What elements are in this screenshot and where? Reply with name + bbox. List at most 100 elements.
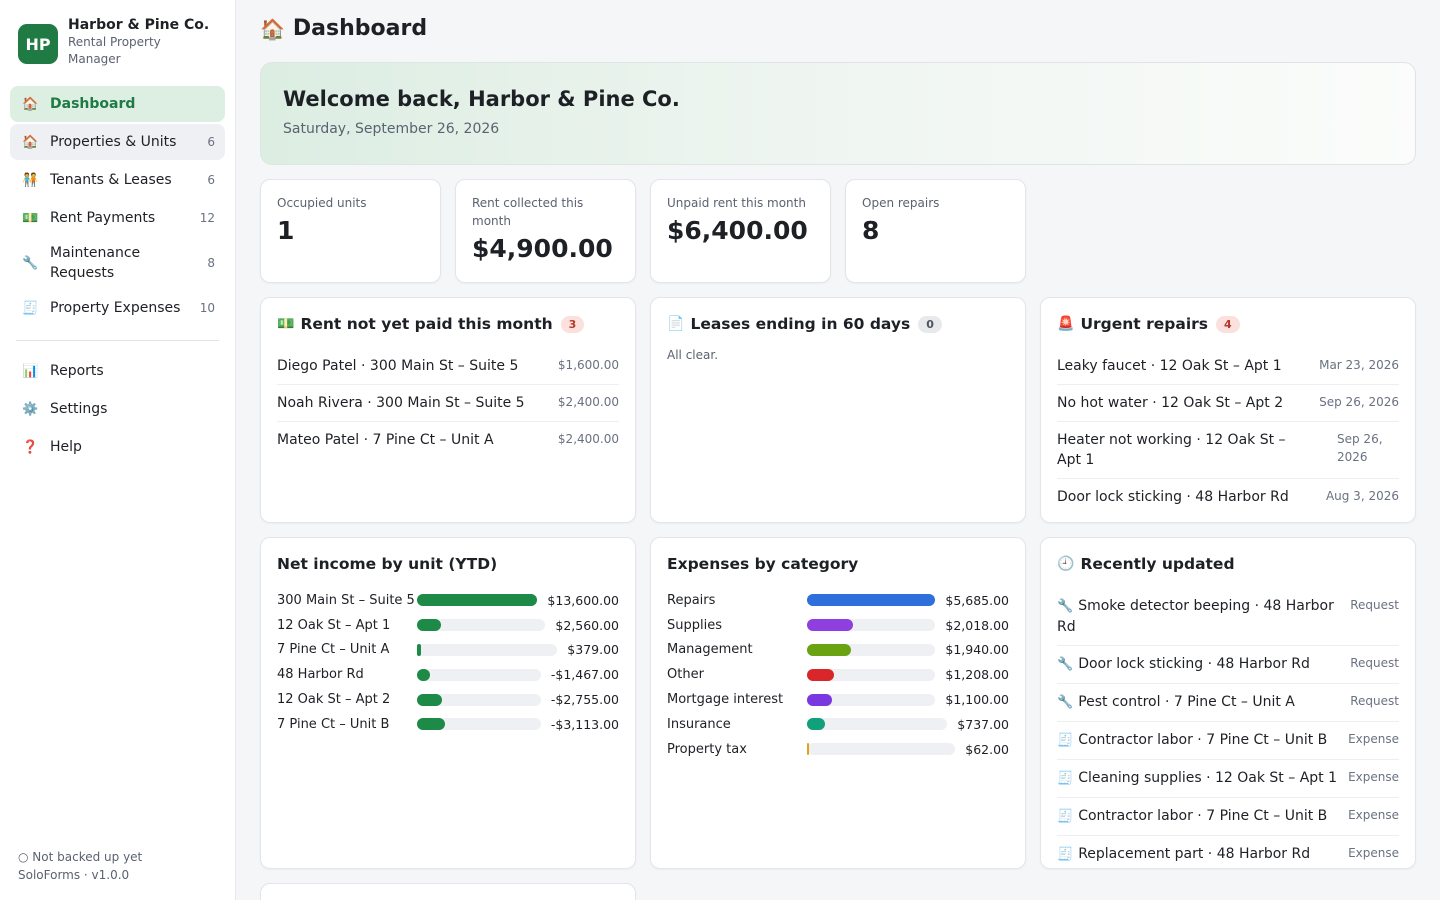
brand-name: Harbor & Pine Co. [68, 17, 210, 33]
brand-subtitle: Rental Property Manager [68, 35, 161, 66]
bar-track [417, 643, 558, 656]
document-icon: 📄 [667, 316, 685, 332]
list-item-text: Cleaning supplies · 12 Oak St – Apt 1 [1078, 770, 1338, 786]
list-item[interactable]: 🧾 Replacement part · 48 Harbor Rd Expense [1057, 836, 1399, 873]
sidebar-item-count: 6 [207, 135, 215, 149]
list-item[interactable]: 🧾 Cleaning supplies · 12 Oak St – Apt 1 Ex… [1057, 760, 1399, 798]
bar-fill [807, 743, 810, 756]
sidebar-item-label: Reports [50, 363, 104, 379]
list-item[interactable]: 🧾 Contractor labor · 7 Pine Ct – Unit B Ex… [1057, 722, 1399, 760]
count-badge: 4 [1216, 315, 1240, 333]
help-icon: ❓ [22, 439, 39, 455]
sidebar-item-label: Tenants & Leases [50, 172, 172, 188]
bar-row[interactable]: Other $1,208.00 [667, 662, 1009, 687]
bar-row[interactable]: Repairs $5,685.00 [667, 588, 1009, 613]
bar-row[interactable]: 7 Pine Ct – Unit A $379.00 [277, 638, 619, 663]
bar-track [807, 594, 936, 607]
list-item-text: Mateo Patel · 7 Pine Ct – Unit A [277, 432, 494, 448]
bar-row[interactable]: Insurance $737.00 [667, 712, 1009, 737]
bar-label: Management [667, 642, 753, 658]
people-icon: 🧑‍🤝‍🧑 [22, 172, 39, 188]
wrench-icon: 🔧 [1057, 695, 1074, 710]
backup-status: ○ Not backed up yet [18, 850, 143, 864]
panel-title: Net income by unit (YTD) [277, 555, 498, 573]
urgent-repairs-list: Leaky faucet · 12 Oak St – Apt 1 Mar 23,… [1057, 348, 1399, 515]
list-item[interactable]: No hot water · 12 Oak St – Apt 2 Sep 26,… [1057, 385, 1399, 422]
bar-value: $737.00 [957, 716, 1009, 732]
sidebar-item-label: Rent Payments [50, 210, 156, 226]
list-item[interactable]: 🔧 Pest control · 7 Pine Ct – Unit A Reques… [1057, 684, 1399, 722]
list-item[interactable]: 🧾 Contractor labor · 7 Pine Ct – Unit B Ex… [1057, 798, 1399, 836]
list-item-text-wrap: 🔧 Smoke detector beeping · 48 Harbor Rd [1057, 596, 1340, 637]
page-title: 🏠 Dashboard [260, 16, 427, 41]
list-item-text: Contractor labor · 7 Pine Ct – Unit B [1078, 808, 1328, 824]
list-item[interactable]: Diego Patel · 300 Main St – Suite 5 $1,6… [277, 348, 619, 385]
sidebar-item-tenants[interactable]: 🧑‍🤝‍🧑 Tenants & Leases 6 [10, 162, 225, 198]
panel-title: Recently updated [1080, 555, 1235, 573]
list-item[interactable]: 🔧 Door lock sticking · 48 Harbor Rd Reques… [1057, 646, 1399, 684]
wrench-icon: 🔧 [1057, 599, 1074, 614]
list-item-text: Noah Rivera · 300 Main St – Suite 5 [277, 395, 525, 411]
list-item-type: Request [1350, 694, 1399, 708]
panel-title: Leases ending in 60 days [690, 315, 911, 333]
net-income-panel: Net income by unit (YTD) 300 Main St – S… [260, 537, 636, 869]
bar-row[interactable]: 12 Oak St – Apt 1 $2,560.00 [277, 613, 619, 638]
bar-row[interactable]: 7 Pine Ct – Unit B -$3,113.00 [277, 712, 619, 737]
bar-track [417, 718, 541, 731]
welcome-title: Welcome back, Harbor & Pine Co. [283, 87, 680, 111]
wrench-icon: 🔧 [22, 255, 39, 271]
list-item-text: No hot water · 12 Oak St – Apt 2 [1057, 395, 1284, 411]
list-item-type: Expense [1348, 732, 1399, 746]
bar-fill [417, 668, 431, 681]
list-item-date: Sep 26, 2026 [1319, 395, 1399, 409]
bar-row[interactable]: 300 Main St – Suite 5 $13,600.00 [277, 588, 619, 613]
bar-value: $1,208.00 [945, 667, 1009, 683]
sidebar-item-label: Properties & Units [50, 134, 177, 150]
kpi-value: $6,400.00 [667, 216, 808, 245]
bar-row[interactable]: Property tax $62.00 [667, 737, 1009, 762]
sidebar-item-count: 6 [207, 173, 215, 187]
list-item[interactable]: Mateo Patel · 7 Pine Ct – Unit A $2,400.… [277, 422, 619, 458]
bar-value: -$2,755.00 [550, 692, 619, 708]
list-item-type: Expense [1348, 808, 1399, 822]
list-item[interactable]: Door lock sticking · 48 Harbor Rd Aug 3,… [1057, 479, 1399, 515]
sidebar-item-dashboard[interactable]: 🏠 Dashboard [10, 86, 225, 122]
sidebar-item-properties[interactable]: 🏠 Properties & Units 6 [10, 124, 225, 160]
panel-title: Rent not yet paid this month [300, 315, 553, 333]
bar-label: Other [667, 667, 704, 683]
bar-track [807, 743, 956, 756]
urgent-repairs-panel: 🚨 Urgent repairs 4 Leaky faucet · 12 Oak… [1040, 297, 1416, 523]
brand[interactable]: HP Harbor & Pine Co. Rental Property Man… [18, 16, 209, 68]
list-item[interactable]: Leaky faucet · 12 Oak St – Apt 1 Mar 23,… [1057, 348, 1399, 385]
list-item[interactable]: Heater not working · 12 Oak St – Apt 1 S… [1057, 422, 1399, 479]
bar-row[interactable]: Supplies $2,018.00 [667, 613, 1009, 638]
sidebar-item-help[interactable]: ❓ Help [10, 429, 225, 465]
list-item[interactable]: 🔧 Smoke detector beeping · 48 Harbor Rd Re… [1057, 588, 1399, 646]
bar-row[interactable]: Management $1,940.00 [667, 638, 1009, 663]
list-item-date: Mar 23, 2026 [1319, 358, 1399, 372]
sidebar-item-maintenance[interactable]: 🔧 Maintenance Requests 8 [10, 238, 225, 288]
bar-label: 300 Main St – Suite 5 [277, 592, 415, 608]
bar-row[interactable]: 12 Oak St – Apt 2 -$2,755.00 [277, 687, 619, 712]
sidebar-item-settings[interactable]: ⚙️ Settings [10, 391, 225, 427]
sidebar-item-expenses[interactable]: 🧾 Property Expenses 10 [10, 290, 225, 326]
list-item-text: Leaky faucet · 12 Oak St – Apt 1 [1057, 358, 1282, 374]
bar-track [807, 643, 936, 656]
sidebar-nav: 🏠 Dashboard 🏠 Properties & Units 6 🧑‍🤝‍🧑… [10, 86, 225, 467]
list-item-type: Request [1350, 656, 1399, 670]
receipt-icon: 🧾 [22, 300, 39, 316]
bar-row[interactable]: Mortgage interest $1,100.00 [667, 687, 1009, 712]
brand-logo: HP [18, 24, 58, 64]
bar-row[interactable]: 48 Harbor Rd -$1,467.00 [277, 662, 619, 687]
sidebar-item-rent-payments[interactable]: 💵 Rent Payments 12 [10, 200, 225, 236]
bar-fill [807, 718, 826, 731]
bar-label: 48 Harbor Rd [277, 667, 364, 683]
sidebar-item-reports[interactable]: 📊 Reports [10, 353, 225, 389]
list-item[interactable]: Noah Rivera · 300 Main St – Suite 5 $2,4… [277, 385, 619, 422]
welcome-banner: Welcome back, Harbor & Pine Co. Saturday… [260, 62, 1416, 165]
bar-fill [417, 693, 443, 706]
unpaid-rent-panel: 💵 Rent not yet paid this month 3 Diego P… [260, 297, 636, 523]
bar-value: $379.00 [567, 642, 619, 658]
count-badge: 0 [918, 315, 942, 333]
bar-value: $5,685.00 [945, 592, 1009, 608]
